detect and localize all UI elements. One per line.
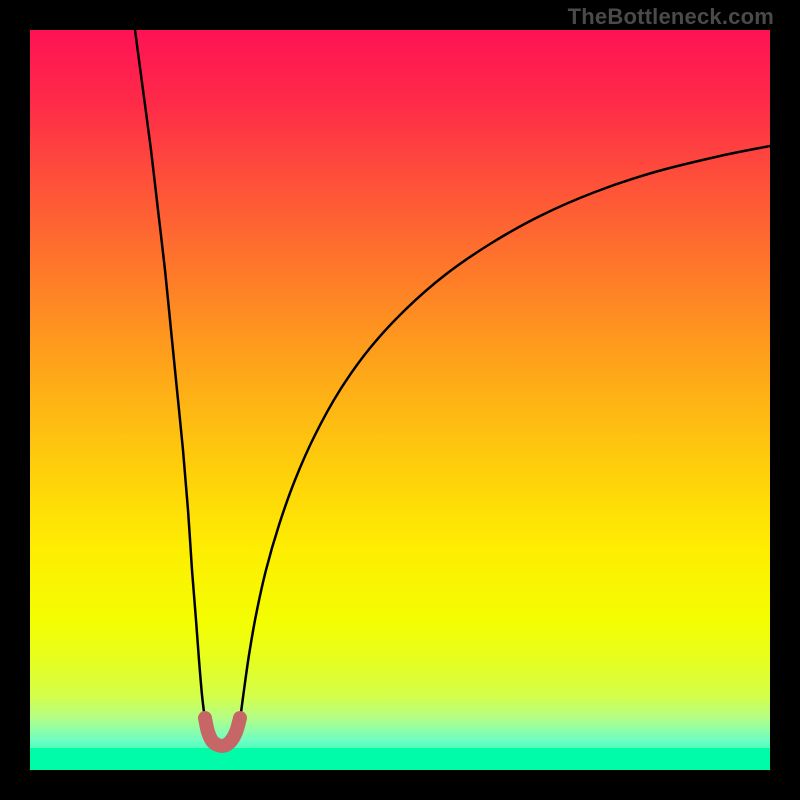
bottleneck-curve-chart <box>30 30 770 770</box>
watermark-text: TheBottleneck.com <box>568 4 774 30</box>
plot-area <box>30 30 770 770</box>
green-bottom-band <box>30 748 770 770</box>
gradient-background <box>30 30 770 770</box>
outer-frame: TheBottleneck.com <box>0 0 800 800</box>
